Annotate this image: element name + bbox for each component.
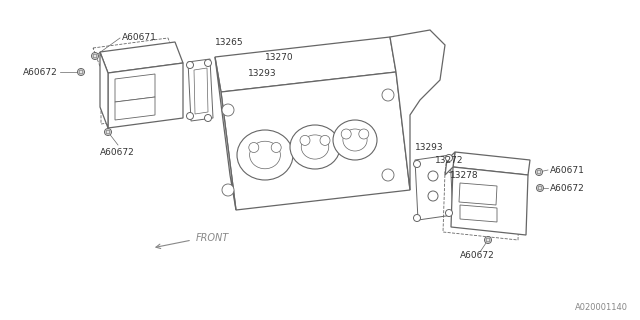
Circle shape bbox=[79, 70, 83, 74]
Circle shape bbox=[92, 52, 99, 60]
Circle shape bbox=[106, 130, 110, 134]
Circle shape bbox=[205, 60, 211, 67]
Polygon shape bbox=[100, 52, 108, 128]
Circle shape bbox=[536, 185, 543, 191]
Polygon shape bbox=[390, 30, 445, 190]
Text: 13272: 13272 bbox=[435, 156, 463, 164]
Circle shape bbox=[104, 129, 111, 135]
Ellipse shape bbox=[237, 130, 293, 180]
Text: A60671: A60671 bbox=[122, 33, 157, 42]
Ellipse shape bbox=[290, 125, 340, 169]
Circle shape bbox=[341, 129, 351, 139]
Text: A60672: A60672 bbox=[550, 183, 585, 193]
Circle shape bbox=[300, 135, 310, 145]
Circle shape bbox=[428, 191, 438, 201]
Text: A60672: A60672 bbox=[23, 68, 58, 76]
Circle shape bbox=[205, 115, 211, 122]
Circle shape bbox=[186, 113, 193, 119]
Text: A020001140: A020001140 bbox=[575, 303, 628, 312]
Ellipse shape bbox=[333, 120, 377, 160]
Circle shape bbox=[77, 68, 84, 76]
Circle shape bbox=[536, 169, 543, 175]
Circle shape bbox=[484, 236, 492, 244]
Ellipse shape bbox=[301, 135, 329, 159]
Ellipse shape bbox=[250, 141, 280, 169]
Circle shape bbox=[382, 169, 394, 181]
Polygon shape bbox=[215, 57, 236, 210]
Polygon shape bbox=[460, 205, 497, 222]
Polygon shape bbox=[215, 37, 396, 92]
Circle shape bbox=[222, 184, 234, 196]
Circle shape bbox=[93, 54, 97, 58]
Text: 13278: 13278 bbox=[450, 171, 479, 180]
Circle shape bbox=[538, 186, 542, 190]
Polygon shape bbox=[445, 152, 455, 175]
Circle shape bbox=[222, 104, 234, 116]
Text: 13265: 13265 bbox=[215, 37, 244, 46]
Text: FRONT: FRONT bbox=[196, 233, 229, 243]
Circle shape bbox=[428, 171, 438, 181]
Text: A60672: A60672 bbox=[100, 148, 135, 156]
Circle shape bbox=[486, 238, 490, 242]
Circle shape bbox=[413, 161, 420, 167]
Circle shape bbox=[186, 61, 193, 68]
Circle shape bbox=[445, 155, 452, 162]
Circle shape bbox=[537, 170, 541, 174]
Circle shape bbox=[320, 135, 330, 145]
Ellipse shape bbox=[343, 129, 367, 151]
Polygon shape bbox=[100, 42, 183, 73]
Polygon shape bbox=[108, 63, 183, 128]
Text: A60671: A60671 bbox=[550, 165, 585, 174]
Polygon shape bbox=[221, 72, 410, 210]
Polygon shape bbox=[451, 167, 528, 235]
Text: A60672: A60672 bbox=[460, 252, 495, 260]
Text: 13270: 13270 bbox=[265, 52, 294, 61]
Circle shape bbox=[445, 210, 452, 217]
Circle shape bbox=[359, 129, 369, 139]
Circle shape bbox=[271, 142, 281, 153]
Polygon shape bbox=[115, 74, 155, 102]
Text: 13293: 13293 bbox=[415, 142, 444, 151]
Polygon shape bbox=[453, 152, 530, 175]
Circle shape bbox=[413, 214, 420, 221]
Text: 13293: 13293 bbox=[248, 68, 276, 77]
Circle shape bbox=[382, 89, 394, 101]
Polygon shape bbox=[115, 97, 155, 120]
Circle shape bbox=[249, 142, 259, 153]
Polygon shape bbox=[459, 183, 497, 205]
